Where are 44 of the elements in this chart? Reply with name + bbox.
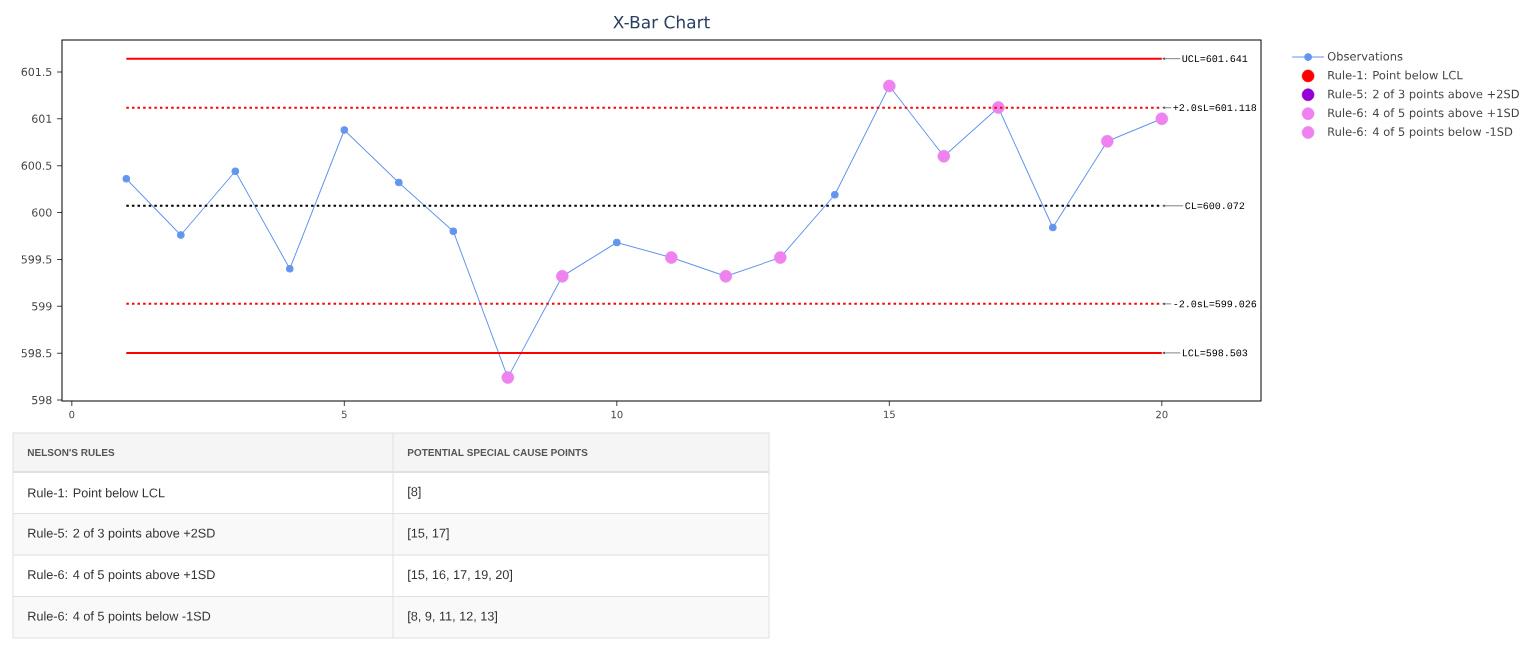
y-tick-label: 599 bbox=[32, 302, 52, 311]
point bbox=[340, 126, 349, 134]
text: Rule-6: 4 of 5 points above +1SD bbox=[28, 569, 215, 582]
y-tick-label: 601 bbox=[32, 114, 52, 123]
point bbox=[613, 238, 621, 247]
point bbox=[177, 231, 185, 239]
ref-line-label: -2.0sL=599.026 bbox=[1174, 300, 1257, 308]
text: [8] bbox=[408, 486, 421, 499]
x-tick-label: 20 bbox=[1156, 410, 1168, 419]
text: [8, 9, 11, 12, 13] bbox=[408, 611, 497, 624]
legend-label: Observations bbox=[1327, 51, 1403, 61]
y-tick-label: 598.5 bbox=[21, 349, 52, 358]
point bbox=[831, 190, 839, 199]
y-tick-label: 598 bbox=[32, 395, 52, 405]
y-tick-label: 600.5 bbox=[21, 161, 52, 170]
text: [15, 17] bbox=[408, 528, 449, 541]
x-tick-label: 0 bbox=[69, 410, 75, 419]
point bbox=[122, 174, 131, 183]
point bbox=[286, 265, 294, 273]
legend-label: Rule-6: 4 of 5 points above +1SD bbox=[1328, 108, 1519, 120]
point bbox=[231, 167, 240, 176]
y-tick-label: 600 bbox=[32, 208, 52, 217]
ref-line-label: CL=600.072 bbox=[1185, 202, 1245, 210]
ref-line-label: UCL=601.641 bbox=[1182, 55, 1248, 63]
chart-title: X-Bar Chart bbox=[613, 15, 710, 29]
point bbox=[1049, 223, 1057, 232]
text: NELSON'S RULES bbox=[27, 448, 115, 457]
text: Rule-5: 2 of 3 points above +2SD bbox=[28, 528, 215, 541]
text: POTENTIAL SPECIAL CAUSE POINTS bbox=[407, 448, 588, 457]
legend-label: Rule-1: Point below LCL bbox=[1328, 70, 1463, 80]
text: [15, 16, 17, 19, 20] bbox=[408, 569, 512, 582]
x-tick-label: 5 bbox=[341, 410, 347, 419]
text: Rule-6: 4 of 5 points below -1SD bbox=[28, 611, 211, 624]
y-tick-label: 599.5 bbox=[21, 255, 52, 264]
text: Rule-1: Point below LCL bbox=[28, 488, 165, 498]
point bbox=[395, 178, 403, 187]
x-tick-label: 10 bbox=[611, 410, 623, 419]
ref-line-label: LCL=598.503 bbox=[1182, 349, 1248, 357]
ref-line-label: +2.0sL=601.118 bbox=[1173, 104, 1257, 112]
x-tick-label: 15 bbox=[884, 410, 895, 419]
legend-label: Rule-5: 2 of 3 points above +2SD bbox=[1328, 89, 1519, 101]
y-tick-label: 601.5 bbox=[21, 67, 52, 77]
point bbox=[449, 227, 458, 236]
legend-label: Rule-6: 4 of 5 points below -1SD bbox=[1328, 127, 1513, 139]
